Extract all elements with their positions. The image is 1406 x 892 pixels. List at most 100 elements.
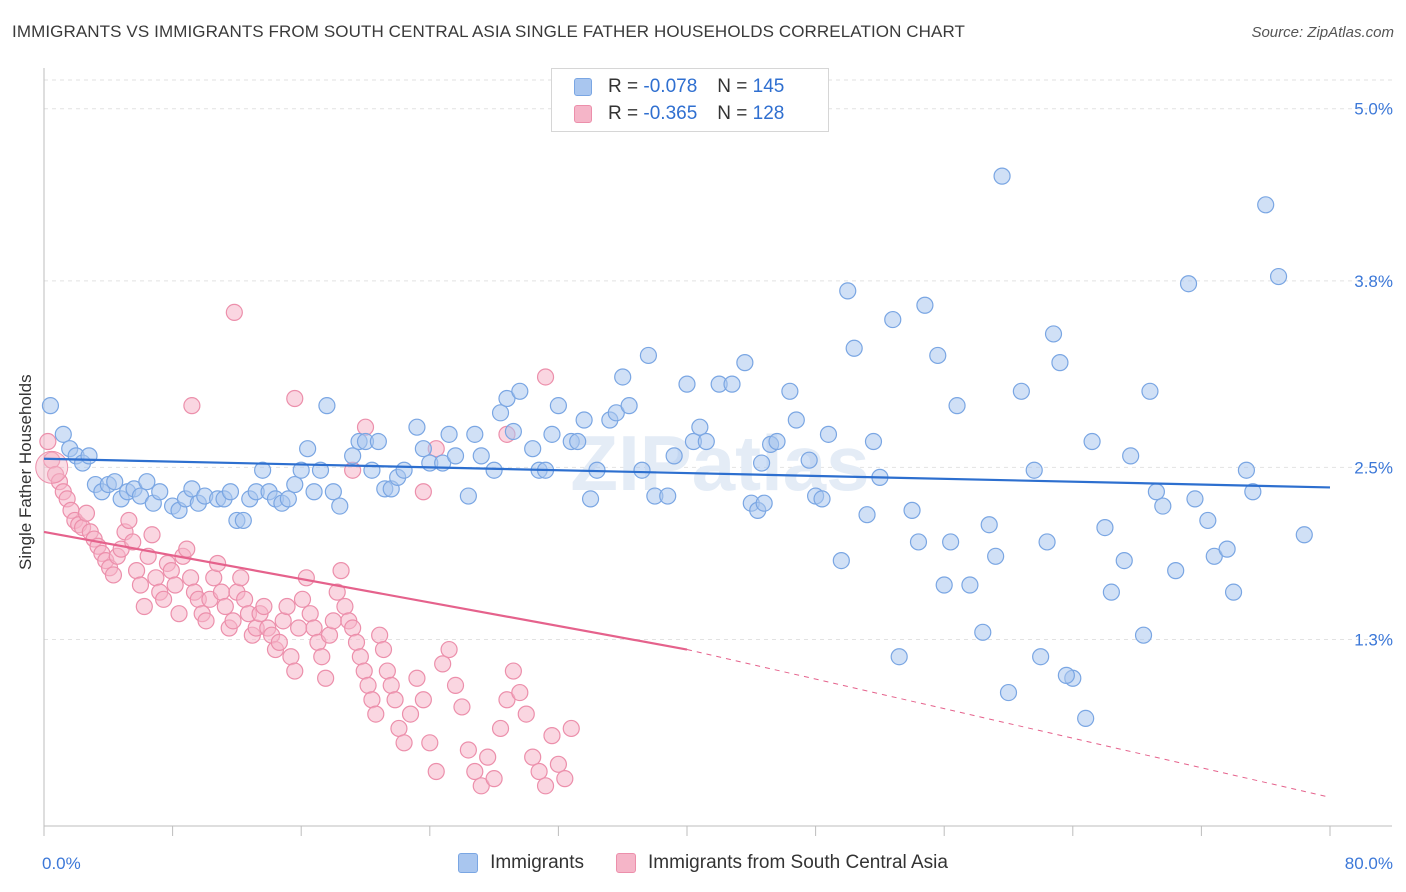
blue-point xyxy=(1083,432,1101,451)
pink-point xyxy=(205,569,223,587)
pink-point xyxy=(255,597,273,616)
pink-point xyxy=(446,676,465,695)
pink-point xyxy=(427,762,445,781)
pink-point xyxy=(77,504,96,522)
blue-point xyxy=(755,494,773,512)
series-name-blue: Immigrants xyxy=(490,852,585,873)
x-tick-label-end: 80.0% xyxy=(1345,854,1393,873)
blue-point xyxy=(614,368,632,386)
pink-point-cluster xyxy=(35,450,69,484)
pink-point xyxy=(317,669,335,687)
legend-swatch-pink xyxy=(574,105,592,123)
blue-point xyxy=(292,461,310,479)
x-tick-label-start: 0.0% xyxy=(42,854,81,873)
blue-point xyxy=(344,447,362,465)
blue-point xyxy=(1122,447,1140,465)
pink-point xyxy=(120,511,138,530)
pink-point xyxy=(536,777,555,795)
pink-point xyxy=(351,648,369,666)
blue-point xyxy=(691,418,709,436)
blue-point xyxy=(331,497,349,515)
blue-point xyxy=(299,440,317,458)
pink-point xyxy=(524,748,542,766)
blue-point xyxy=(543,425,561,443)
blue-point xyxy=(1205,547,1223,565)
pink-point xyxy=(562,719,580,738)
blue-point xyxy=(987,547,1005,565)
pink-point xyxy=(39,432,57,451)
legend-row-pink: R = -0.365 N = 128 xyxy=(574,103,784,125)
blue-point xyxy=(1012,382,1030,400)
pink-point xyxy=(305,619,323,637)
pink-point xyxy=(395,734,413,752)
blue-point xyxy=(549,397,568,415)
blue-point xyxy=(446,447,465,465)
pink-point xyxy=(131,576,150,594)
pink-point xyxy=(328,583,346,601)
pink-point xyxy=(127,562,146,580)
blue-point xyxy=(787,411,805,429)
y-tick-label: 2.5% xyxy=(1354,458,1393,477)
blue-point xyxy=(974,623,992,641)
pink-point xyxy=(282,648,300,666)
blue-point xyxy=(254,461,272,479)
blue-point xyxy=(935,576,953,594)
pink-point xyxy=(286,389,304,408)
pink-point xyxy=(485,770,503,788)
pink-point xyxy=(232,569,250,587)
blue-point xyxy=(800,451,818,469)
pink-point xyxy=(224,612,242,630)
pink-point xyxy=(236,590,254,608)
blue-point xyxy=(884,310,902,329)
pink-trend-line-extrapolated xyxy=(686,649,1331,798)
series-swatch-pink xyxy=(616,853,637,873)
pink-point xyxy=(466,762,484,781)
blue-point xyxy=(1179,275,1198,293)
pink-point xyxy=(293,590,312,608)
series-legend-immigrants[interactable]: Immigrants xyxy=(458,852,584,874)
series-legend-south-central-asia[interactable]: Immigrants from South Central Asia xyxy=(616,852,948,874)
blue-point xyxy=(1224,583,1243,601)
blue-point xyxy=(1141,382,1159,400)
pink-point xyxy=(367,705,385,723)
blue-point xyxy=(1038,533,1056,551)
blue-point xyxy=(1257,196,1275,214)
blue-point xyxy=(1167,562,1185,580)
pink-series-points xyxy=(35,303,580,795)
blue-point xyxy=(234,511,252,530)
legend-n-value-blue: 145 xyxy=(752,76,785,97)
pink-point xyxy=(286,662,304,680)
pink-point xyxy=(135,597,153,616)
pink-point xyxy=(549,755,568,773)
blue-point xyxy=(948,397,966,415)
series-name-pink: Immigrants from South Central Asia xyxy=(648,852,948,873)
blue-point xyxy=(909,533,928,551)
grid-lines xyxy=(44,79,1392,640)
blue-point xyxy=(575,411,593,429)
blue-point xyxy=(1147,483,1165,501)
pink-point xyxy=(517,705,535,723)
pink-point xyxy=(511,683,529,702)
legend-r-value-blue: -0.078 xyxy=(643,76,698,97)
blue-point xyxy=(929,346,947,365)
pink-point xyxy=(434,655,452,673)
pink-point xyxy=(301,605,319,623)
blue-point xyxy=(305,483,323,501)
correlation-legend: R = -0.078 N = 145 R = -0.365 N = 128 xyxy=(551,68,829,132)
blue-point xyxy=(819,425,838,443)
blue-point xyxy=(864,432,883,451)
blue-point xyxy=(942,533,960,551)
blue-point xyxy=(54,425,72,443)
blue-point xyxy=(1032,648,1050,666)
blue-point xyxy=(41,397,60,415)
pink-point xyxy=(355,662,373,680)
blue-point xyxy=(131,487,150,505)
pink-point xyxy=(178,540,196,558)
blue-point xyxy=(813,490,831,508)
pink-point xyxy=(382,676,400,695)
pink-point xyxy=(124,533,142,551)
pink-point xyxy=(347,633,366,651)
pink-point xyxy=(290,619,308,637)
y-tick-label: 5.0% xyxy=(1354,100,1393,119)
blue-series-points xyxy=(41,167,1313,728)
